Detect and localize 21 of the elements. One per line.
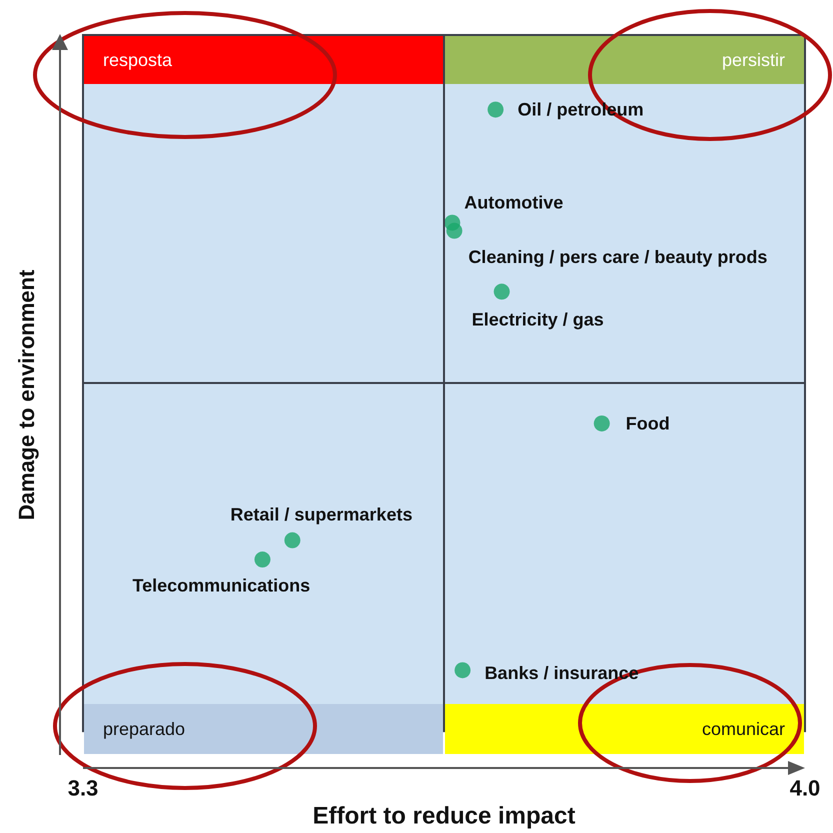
text: resposta — [103, 50, 174, 70]
annotation: Retail / supermarkets — [230, 504, 412, 524]
point — [446, 222, 462, 239]
point — [594, 415, 610, 432]
point — [454, 662, 471, 678]
annotation: Automotive — [464, 192, 564, 213]
annotation: Telecommunications — [132, 576, 310, 596]
point — [284, 532, 300, 548]
point — [494, 284, 510, 300]
text: persistir — [722, 50, 785, 70]
x-axis-title: Effort to reduce impact — [312, 802, 576, 830]
annotation: Food — [626, 413, 670, 434]
point — [254, 552, 270, 568]
annotation: comunicar — [702, 719, 786, 739]
point — [488, 102, 504, 118]
y-axis-title: Damage to environment — [14, 269, 39, 520]
x-tick-label: 3.3 — [68, 776, 98, 801]
annotation: Electricity / gas — [472, 310, 604, 330]
x-tick-label: 4.0 — [790, 776, 820, 801]
annotation: Cleaning / pers care / beauty prods — [468, 246, 768, 267]
annotation: preparado — [103, 719, 186, 739]
